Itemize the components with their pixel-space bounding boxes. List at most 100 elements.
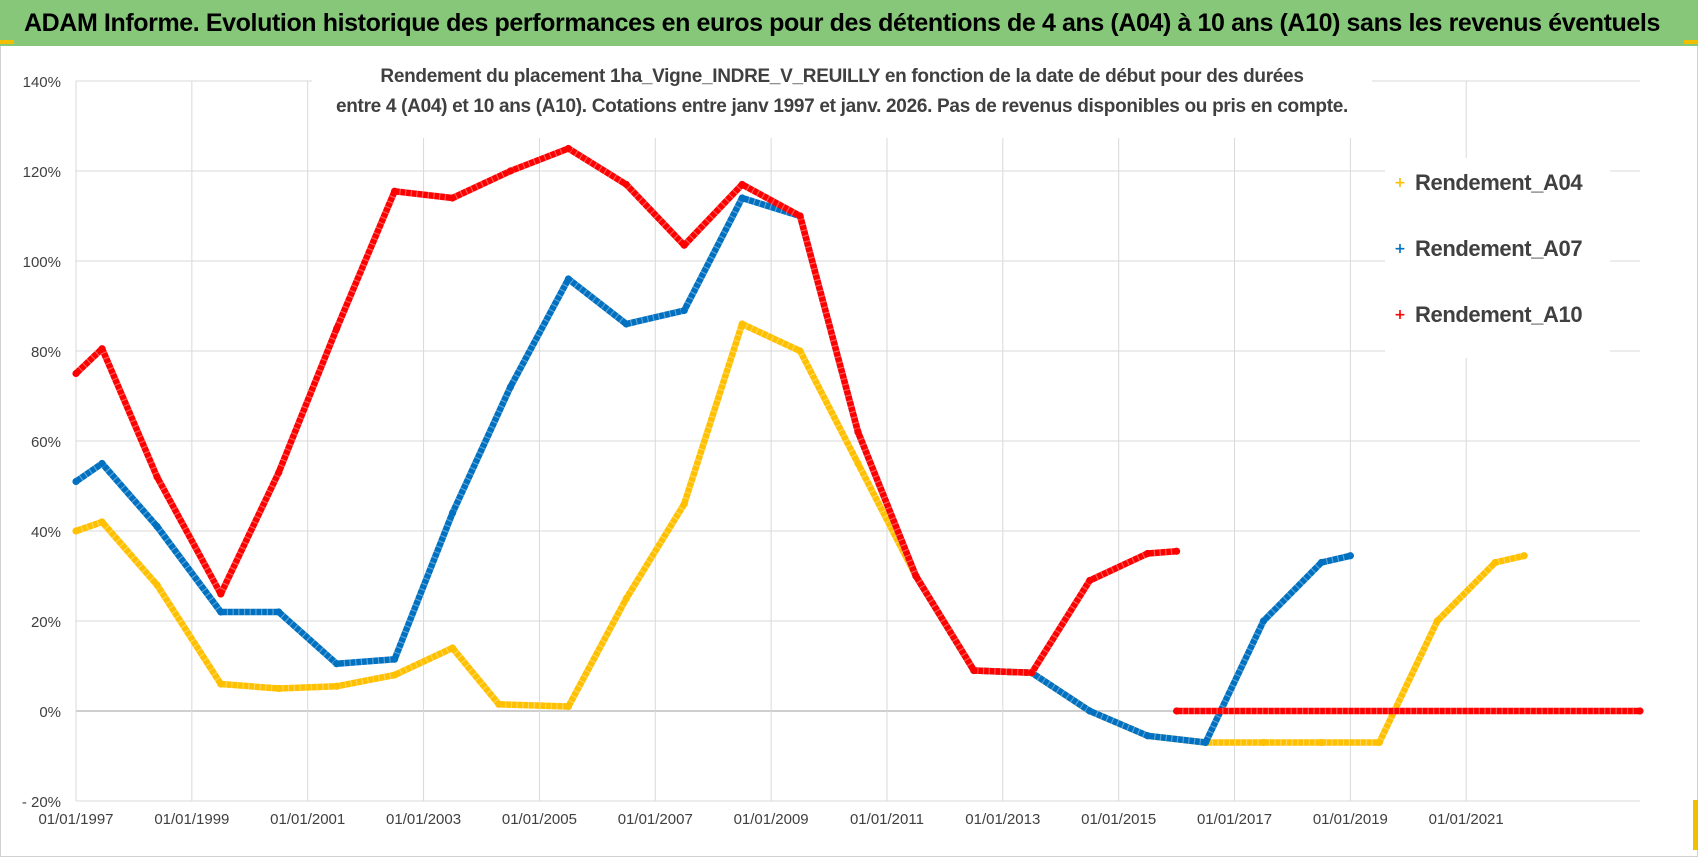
x-tick-label: 01/01/2019: [1313, 811, 1388, 828]
data-point-a10: [680, 241, 688, 249]
data-point-a07: [98, 459, 106, 468]
legend-marker-a07: +: [1394, 241, 1406, 257]
data-point-a10: [333, 324, 341, 333]
corner-mark-top-right: [1684, 40, 1698, 44]
legend: + Rendement_A04 + Rendement_A07 + Rendem…: [1385, 158, 1610, 358]
legend-marker-a10: +: [1394, 307, 1406, 323]
x-tick-label: 01/01/2013: [965, 811, 1040, 828]
data-point-a04: [1433, 617, 1441, 625]
chart-title: Rendement du placement 1ha_Vigne_INDRE_V…: [312, 62, 1372, 138]
series-texture-a04: [74, 319, 1525, 746]
data-point-a10: [564, 144, 572, 153]
chart-title-line1: Rendement du placement 1ha_Vigne_INDRE_V…: [380, 66, 1304, 87]
data-point-a10: [506, 167, 515, 175]
data-point-a04: [854, 459, 862, 468]
data-point-a07: [1259, 617, 1268, 625]
data-point-a04: [448, 644, 457, 652]
data-point-a04: [495, 700, 503, 708]
data-point-a04: [1491, 558, 1499, 567]
data-point-a04: [680, 500, 688, 508]
y-tick-label: 140%: [23, 74, 61, 91]
y-tick-label: 40%: [31, 524, 61, 541]
corner-mark-top-left: [0, 40, 14, 44]
data-point-a07: [275, 608, 283, 616]
data-point-a04: [275, 684, 283, 693]
x-tick-label: 01/01/2009: [734, 811, 809, 828]
data-point-a07: [1144, 732, 1152, 740]
y-tick-label: - 20%: [22, 794, 61, 811]
data-point-a10: [98, 345, 106, 353]
data-point-a10: [738, 180, 746, 189]
data-point-a07: [680, 306, 688, 315]
data-point-a10: [217, 590, 225, 598]
x-tick-label: 01/01/2021: [1429, 811, 1504, 828]
data-point-a04: [564, 702, 572, 711]
x-tick-label: 01/01/2015: [1081, 811, 1156, 828]
y-tick-label: 100%: [23, 254, 61, 271]
y-tick-label: 0%: [39, 704, 61, 721]
data-point-a04: [217, 680, 225, 688]
data-point-a10: [1144, 549, 1152, 558]
data-point-a07: [1346, 552, 1354, 560]
data-point-a07: [448, 509, 457, 517]
legend-item-a07: + Rendement_A07: [1385, 234, 1582, 264]
y-tick-label: 80%: [31, 344, 61, 361]
data-point-a10: [970, 666, 978, 675]
data-point-a10: [854, 428, 862, 436]
data-point-a10: [912, 572, 920, 580]
y-tick-label: 120%: [23, 164, 61, 181]
data-point-a07: [217, 608, 225, 616]
y-tick-label: 20%: [31, 614, 61, 631]
data-point-a10: [1172, 707, 1181, 715]
legend-label-a04: Rendement_A04: [1415, 170, 1583, 195]
chart-title-line2: entre 4 (A04) et 10 ans (A10). Cotations…: [335, 96, 1349, 117]
data-point-a10: [275, 468, 283, 477]
data-point-a07: [738, 194, 746, 202]
data-point-a04: [390, 671, 399, 679]
x-tick-label: 01/01/1999: [154, 811, 229, 828]
data-point-a04: [738, 320, 746, 328]
data-point-a10: [72, 369, 80, 378]
data-point-a04: [98, 518, 106, 526]
series-layer: [72, 144, 1644, 747]
data-point-a07: [1201, 738, 1210, 747]
legend-label-a10: Rendement_A10: [1415, 302, 1583, 327]
data-point-a07: [153, 522, 161, 531]
legend-marker-a04: +: [1394, 175, 1406, 191]
corner-mark-bottom-right: [1693, 800, 1698, 850]
data-point-a07: [1317, 558, 1326, 567]
data-point-a07: [506, 383, 515, 391]
data-point-a04: [1317, 738, 1326, 747]
data-point-a10: [796, 212, 804, 220]
data-point-a07: [564, 275, 572, 283]
legend-item-a04: + Rendement_A04: [1385, 168, 1582, 198]
data-point-a04: [622, 594, 630, 603]
y-tick-label: 60%: [31, 434, 61, 451]
series-line-a04: [72, 320, 1528, 746]
legend-item-a10: + Rendement_A10: [1385, 300, 1582, 330]
data-point-a04: [1259, 738, 1268, 747]
data-point-a07: [72, 477, 80, 486]
data-point-a10: [390, 187, 399, 195]
data-point-a04: [1520, 552, 1528, 560]
series-line-a07: [72, 194, 1354, 746]
data-point-a10: [1028, 669, 1036, 677]
data-point-a07: [622, 320, 630, 328]
data-point-a07: [333, 660, 341, 668]
data-point-a04: [1375, 738, 1383, 747]
legend-label-a07: Rendement_A07: [1415, 236, 1583, 261]
data-point-a04: [796, 347, 804, 355]
x-tick-label: 01/01/2005: [502, 811, 577, 828]
data-point-a04: [72, 527, 80, 535]
data-point-a10: [448, 194, 457, 202]
data-point-a07: [390, 655, 399, 663]
series-texture-a10: [73, 144, 1177, 677]
data-point-a10: [153, 473, 161, 481]
data-point-a10: [1086, 576, 1094, 585]
x-tick-label: 01/01/2003: [386, 811, 461, 828]
x-tick-label: 01/01/2001: [270, 811, 345, 828]
y-axis-ticks: - 20% 0% 20% 40% 60% 80% 100% 120% 140%: [22, 74, 61, 811]
data-point-a10: [1172, 547, 1181, 555]
x-tick-label: 01/01/2007: [618, 811, 693, 828]
banner-title: ADAM Informe. Evolution historique des p…: [0, 0, 1698, 46]
